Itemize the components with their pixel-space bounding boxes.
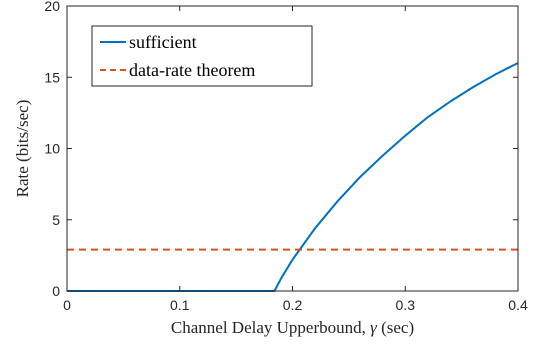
legend: sufficient data-rate theorem [91,25,313,87]
legend-label-2: data-rate theorem [129,60,255,80]
x-tick-label: 0.1 [170,297,190,313]
legend-box [91,25,313,87]
x-axis-label-suffix: (sec) [377,318,414,337]
series-layer [67,62,519,292]
y-tick-label: 10 [44,141,60,157]
series-line-1 [67,62,519,292]
x-tick-label: 0.3 [396,297,416,313]
y-tick-label: 5 [52,212,60,228]
y-tick-label: 15 [44,69,60,85]
legend-label-1: sufficient [129,32,197,52]
y-axis-label: Rate (bits/sec) [13,100,32,198]
x-axis-label-symbol: γ [370,318,378,337]
x-tick-label: 0 [63,297,71,313]
x-tick-label: 0.2 [283,297,303,313]
y-tick-label: 20 [44,0,60,14]
x-axis-label: Channel Delay Upperbound, γ (sec) [171,318,414,337]
ticks-layer: 0 0.1 0.2 0.3 0.4 0 5 10 15 20 [44,0,528,313]
x-tick-label: 0.4 [508,297,528,313]
x-axis-label-prefix: Channel Delay Upperbound, [171,318,370,337]
y-tick-label: 0 [52,283,60,299]
